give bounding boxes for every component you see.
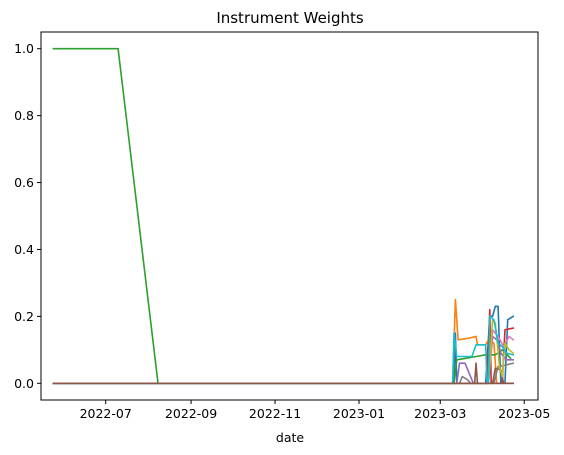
x-tick-label: 2022-11 [249,406,301,421]
x-tick-label: 2022-07 [80,406,132,421]
y-tick-label: 0.8 [14,108,34,123]
x-tick-label: 2023-03 [414,406,466,421]
chart-title: Instrument Weights [216,9,364,27]
series-layer [52,47,515,385]
y-tick-label: 0.6 [14,175,34,190]
x-axis-label: date [276,430,304,445]
x-tick-label: 2022-09 [165,406,217,421]
x-axis: 2022-07 2022-09 2022-11 2023-01 2023-03 2023-… [80,400,550,421]
plot-frame [40,31,539,401]
y-tick-label: 0.4 [14,242,34,257]
series-line-9 [52,318,515,385]
x-tick-label: 2023-01 [333,406,385,421]
y-tick-label: 0.0 [14,376,34,391]
series-line-10 [52,315,515,385]
y-tick-label: 1.0 [14,41,34,56]
y-tick-label: 0.2 [14,309,34,324]
y-axis: 0.0 0.2 0.4 0.6 0.8 1.0 [14,41,41,391]
x-tick-label: 2023-05 [498,406,550,421]
